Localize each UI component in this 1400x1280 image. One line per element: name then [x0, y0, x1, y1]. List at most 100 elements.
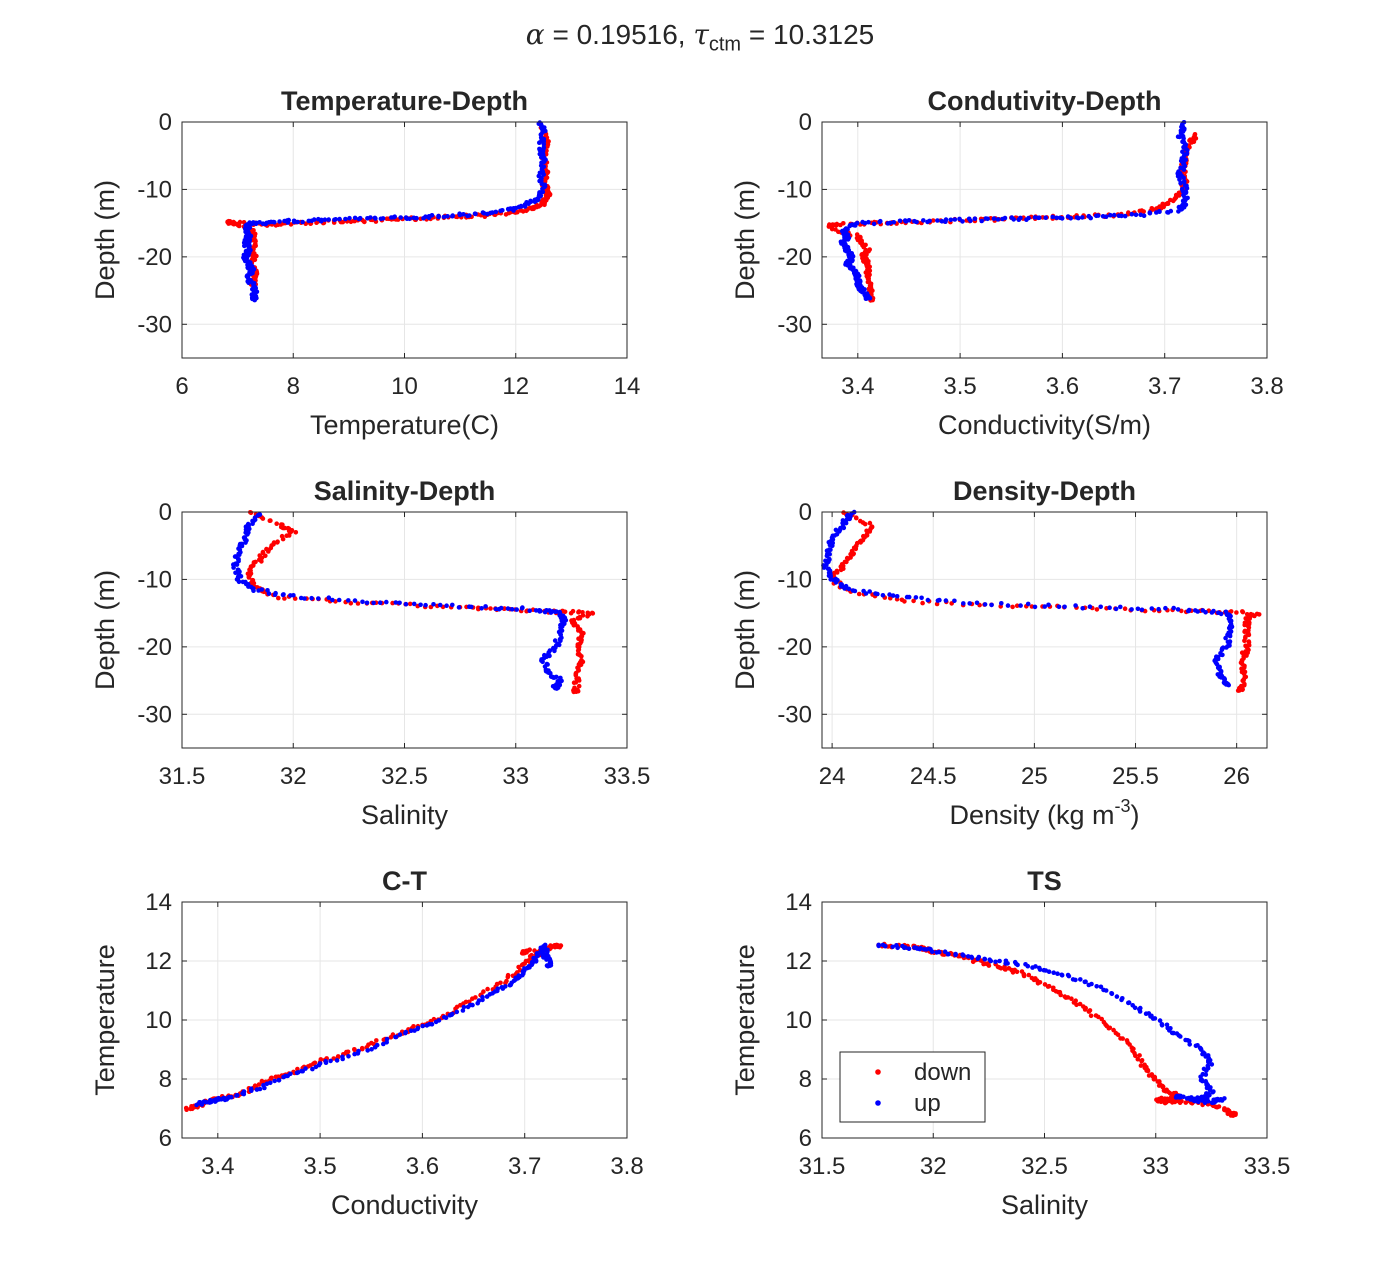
data-point-up	[238, 574, 244, 579]
data-point-up	[1078, 977, 1083, 982]
data-point-down	[276, 595, 281, 601]
data-point-up	[1132, 1005, 1138, 1011]
data-point-down	[844, 555, 850, 561]
data-point-up	[306, 218, 312, 224]
y-tick-label: -20	[777, 244, 812, 271]
data-point-up	[875, 591, 880, 597]
data-point-down	[359, 1045, 365, 1051]
data-point-up	[1195, 1095, 1200, 1100]
data-point-up	[365, 1048, 371, 1053]
data-point-up	[1086, 213, 1092, 219]
x-tick-label: 3.5	[303, 1153, 336, 1180]
data-point-up	[326, 595, 332, 600]
data-point-down	[331, 1056, 337, 1061]
data-point-up	[476, 998, 482, 1003]
data-point-up	[465, 213, 470, 219]
data-point-down	[407, 601, 413, 607]
data-point-down	[284, 533, 290, 538]
data-point-up	[1074, 215, 1080, 220]
data-point-up	[1046, 969, 1052, 974]
data-point-down	[1107, 1025, 1113, 1031]
data-point-up	[257, 1086, 263, 1092]
data-point-up	[937, 597, 942, 603]
data-point-up	[519, 606, 525, 611]
data-point-up	[919, 595, 924, 601]
data-point-down	[1138, 1063, 1144, 1068]
data-point-up	[1065, 214, 1071, 219]
data-point-down	[844, 559, 849, 565]
data-point-up	[457, 212, 463, 218]
data-point-up	[303, 1066, 308, 1071]
data-point-up	[1016, 217, 1022, 222]
data-point-down	[986, 963, 992, 968]
data-point-up	[1118, 604, 1123, 610]
data-point-up	[1129, 607, 1134, 612]
data-point-up	[552, 675, 557, 680]
data-point-up	[1033, 964, 1038, 969]
data-point-down	[1014, 969, 1020, 975]
x-tick-label: 3.6	[1046, 373, 1079, 400]
data-point-up	[282, 218, 287, 224]
data-point-up	[943, 598, 949, 603]
data-point-up	[1218, 652, 1224, 657]
data-point-up	[239, 543, 245, 549]
data-point-up	[1015, 962, 1020, 968]
data-point-up	[1080, 606, 1085, 611]
data-point-down	[1086, 1009, 1092, 1014]
data-point-up	[1032, 604, 1038, 610]
data-point-up	[1103, 988, 1109, 993]
data-point-down	[505, 972, 511, 978]
data-point-up	[291, 219, 297, 225]
data-point-down	[1183, 1100, 1189, 1105]
data-point-up	[231, 565, 236, 570]
data-point-up	[972, 216, 978, 221]
data-point-up	[961, 953, 966, 958]
data-point-up	[461, 1004, 467, 1010]
data-point-down	[1146, 1073, 1152, 1078]
x-tick-label: 3.4	[841, 373, 874, 400]
data-point-up	[1113, 606, 1119, 612]
y-tick-label: -30	[137, 311, 172, 338]
data-point-down	[1235, 688, 1241, 693]
data-point-up	[833, 580, 839, 585]
x-tick-label: 6	[175, 373, 188, 400]
data-point-up	[547, 960, 553, 966]
data-point-up	[533, 608, 539, 613]
x-axis-label: Density (kg m-3)	[949, 796, 1139, 830]
data-point-up	[470, 1002, 475, 1008]
data-point-up	[1098, 604, 1103, 610]
data-point-up	[398, 215, 404, 220]
data-point-up	[982, 602, 988, 607]
data-point-down	[1096, 1014, 1101, 1020]
data-point-up	[1025, 963, 1031, 969]
data-point-up	[441, 214, 447, 220]
data-point-down	[1065, 995, 1071, 1000]
data-point-up	[450, 1011, 455, 1017]
x-axis-label-end: )	[1131, 800, 1140, 830]
data-point-down	[854, 515, 859, 521]
data-point-up	[514, 607, 519, 612]
chart-c-t: 3.4 3.5 3.6 3.7 3.8 6 8 10 12 14 C-T Conductivity Te…	[90, 866, 644, 1220]
data-point-up	[1032, 215, 1038, 220]
data-point-up	[450, 213, 455, 219]
data-point-down	[1135, 1056, 1141, 1062]
data-point-down	[473, 995, 478, 1000]
data-point-up	[1094, 213, 1099, 219]
data-point-up	[1157, 1018, 1163, 1023]
y-axis-label: Depth (m)	[730, 180, 760, 300]
data-point-up	[1224, 681, 1230, 686]
data-point-down	[1010, 970, 1016, 975]
data-point-up	[542, 942, 548, 948]
y-tick-label: 8	[159, 1066, 172, 1093]
data-point-up	[880, 593, 886, 598]
data-point-down	[1246, 632, 1252, 638]
data-point-up	[859, 289, 864, 294]
data-point-up	[906, 946, 912, 951]
data-point-up	[1129, 211, 1135, 217]
data-point-down	[575, 688, 581, 694]
data-point-down	[280, 536, 286, 542]
data-point-down	[576, 683, 582, 689]
data-point-down	[1145, 1068, 1151, 1074]
x-tick-label: 32.5	[1021, 1153, 1068, 1180]
x-axis-label: Salinity	[361, 800, 449, 830]
